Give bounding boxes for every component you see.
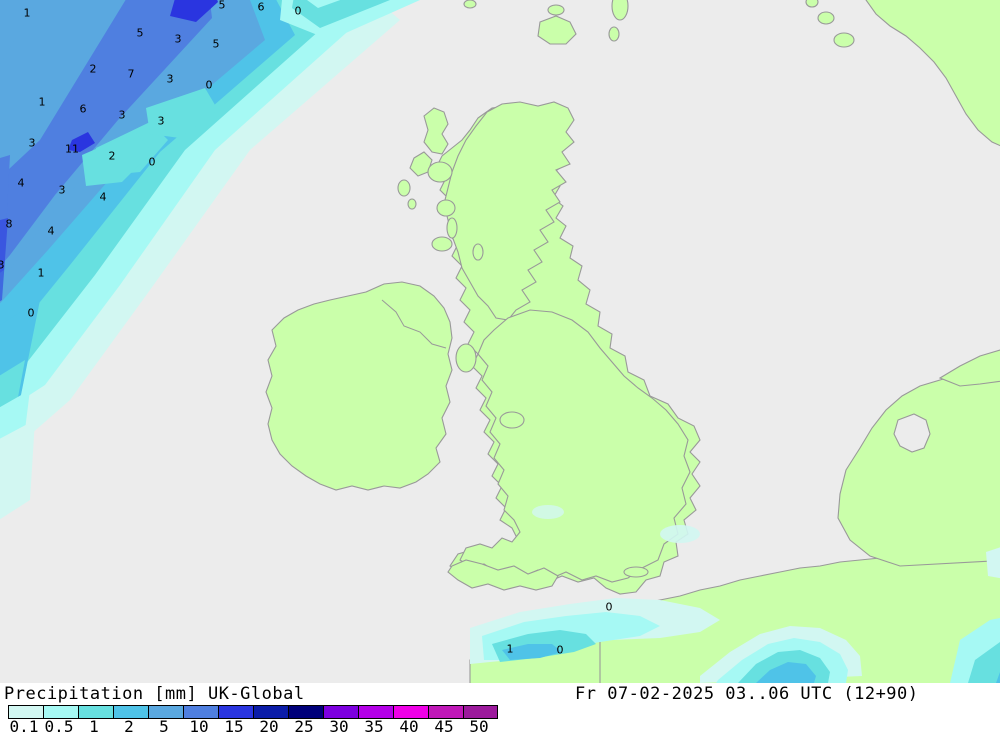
colorbar-tick: 25 xyxy=(294,717,314,733)
isle-of-wight xyxy=(623,566,649,578)
forecast-timestamp: Fr 07-02-2025 03..06 UTC (12+90) xyxy=(575,684,919,704)
colorbar-swatch xyxy=(78,705,113,719)
faroe-islands xyxy=(463,0,477,9)
colorbar-tick: 2 xyxy=(124,717,134,733)
shetland xyxy=(611,0,629,21)
hebrides-islet-1 xyxy=(397,179,411,197)
colorbar-tick: 5 xyxy=(159,717,169,733)
ireland xyxy=(265,281,453,491)
colorbar-swatch xyxy=(218,705,253,719)
precipitation-field-continent xyxy=(700,547,1000,683)
islay-island xyxy=(431,236,453,252)
precipitation-colorbar[interactable] xyxy=(8,705,498,719)
skye-island xyxy=(427,161,453,183)
precipitation-field-northwest xyxy=(0,0,420,520)
colorbar-tick: 45 xyxy=(434,717,454,733)
colorbar-swatch xyxy=(463,705,498,719)
arran-island xyxy=(472,243,484,261)
hebrides-islet-2 xyxy=(407,198,417,210)
precipitation-patch-misc xyxy=(532,505,700,543)
colorbar-tick: 10 xyxy=(189,717,209,733)
northern-germany xyxy=(938,349,1000,387)
northern-ireland-border xyxy=(381,299,447,349)
colorbar-tick: 1 xyxy=(89,717,99,733)
norway-islet-1 xyxy=(817,11,835,25)
shetland-south xyxy=(608,26,620,42)
colorbar-swatch xyxy=(428,705,463,719)
colorbar-tick: 0.1 xyxy=(9,717,39,733)
colorbar-swatch xyxy=(148,705,183,719)
isle-of-man xyxy=(455,343,477,373)
colorbar-swatch xyxy=(323,705,358,719)
colorbar-swatch xyxy=(393,705,428,719)
legend-title: Precipitation [mm] UK-Global xyxy=(4,684,305,704)
map-footer: Precipitation [mm] UK-Global Fr 07-02-20… xyxy=(0,683,1000,733)
precipitation-patch-north xyxy=(307,0,341,8)
norway-islet-3 xyxy=(805,0,819,8)
norway-islet-2 xyxy=(833,32,855,48)
colorbar-swatch xyxy=(8,705,43,719)
colorbar-tick: 0.5 xyxy=(44,717,74,733)
cornwall xyxy=(447,559,559,591)
precipitation-field-channel xyxy=(470,598,720,664)
colorbar-tick: 35 xyxy=(364,717,384,733)
colorbar-swatch xyxy=(43,705,78,719)
colorbar-tick: 40 xyxy=(399,717,419,733)
ijsselmeer xyxy=(893,413,931,453)
anglesey xyxy=(499,411,525,429)
colorbar-tick-labels: 0.1 0.5 1 2 5 10 15 20 25 30 35 40 45 50 xyxy=(0,717,560,733)
colorbar-swatch xyxy=(358,705,393,719)
orkney-islet xyxy=(547,4,565,16)
colorbar-tick: 50 xyxy=(469,717,489,733)
orkney-islands xyxy=(537,15,577,45)
colorbar-tick: 15 xyxy=(224,717,244,733)
colorbar-tick: 20 xyxy=(259,717,279,733)
colorbar-swatch xyxy=(253,705,288,719)
mull-island xyxy=(436,199,456,217)
map-canvas xyxy=(0,0,1000,683)
norway-coast xyxy=(865,0,1000,147)
colorbar-tick: 30 xyxy=(329,717,349,733)
scotland xyxy=(443,101,575,321)
colorbar-swatch xyxy=(288,705,323,719)
colorbar-swatch xyxy=(183,705,218,719)
colorbar-swatch xyxy=(113,705,148,719)
jura-island xyxy=(446,217,458,239)
precipitation-map[interactable]: 1 5 6 0 5 3 5 2 7 3 0 1 6 3 3 3 11 2 0 4 3 4 8 4 3 1 0 0 1 0 xyxy=(0,0,1000,683)
outer-hebrides xyxy=(423,107,449,155)
